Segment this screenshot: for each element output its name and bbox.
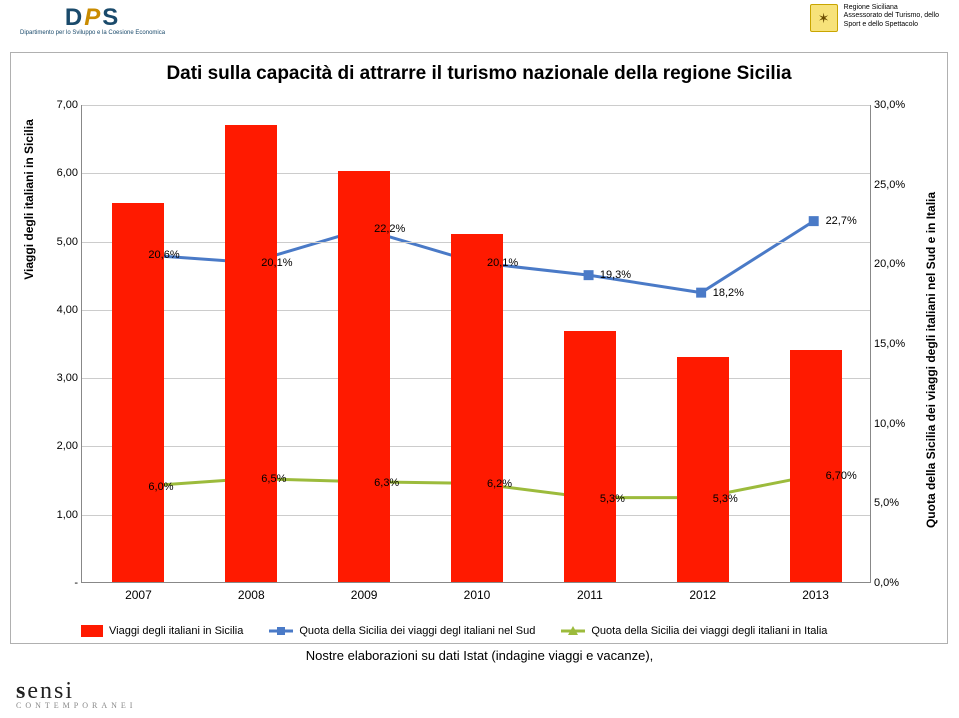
- series-data-label: 6,5%: [261, 473, 286, 485]
- bar: [790, 350, 842, 582]
- y1-axis-title: Viaggi degli italiani in Sicilia: [22, 119, 36, 280]
- y1-tick-label: 4,00: [42, 304, 78, 316]
- y1-tick-label: 1,00: [42, 509, 78, 521]
- y1-tick-label: 5,00: [42, 236, 78, 248]
- x-tick-label: 2007: [125, 588, 152, 602]
- swatch-bar-icon: [81, 625, 103, 637]
- series-data-label: 20,1%: [487, 257, 518, 269]
- bar: [225, 125, 277, 583]
- series-data-label: 6,3%: [374, 477, 399, 489]
- y1-tick-label: 2,00: [42, 440, 78, 452]
- y1-tick-label: 6,00: [42, 167, 78, 179]
- series-data-label: 22,7%: [826, 215, 857, 227]
- legend-green-label: Quota della Sicilia dei viaggi degli ita…: [591, 625, 827, 637]
- y1-tick-label: 3,00: [42, 372, 78, 384]
- series-data-label: 20,6%: [148, 249, 179, 261]
- x-tick-label: 2008: [238, 588, 265, 602]
- legend-item-bars: Viaggi degli italiani in Sicilia: [81, 625, 243, 637]
- bar: [451, 234, 503, 582]
- dps-logo: DPS Dipartimento per lo Sviluppo e la Co…: [20, 4, 165, 36]
- sensi-logo: sensi CONTEMPORANEI: [16, 678, 136, 710]
- dps-logo-main: DPS: [65, 4, 120, 32]
- y2-tick-label: 10,0%: [874, 418, 914, 430]
- sensi-logo-sub: CONTEMPORANEI: [16, 701, 136, 710]
- regione-text: Regione Siciliana Assessorato del Turism…: [844, 4, 939, 29]
- series-data-label: 5,3%: [600, 493, 625, 505]
- x-tick-label: 2013: [802, 588, 829, 602]
- y2-tick-label: 0,0%: [874, 577, 914, 589]
- legend-item-blue: Quota della Sicilia dei viaggi degl ital…: [269, 625, 535, 637]
- series-data-label: 5,3%: [713, 493, 738, 505]
- y2-tick-label: 15,0%: [874, 338, 914, 350]
- chart-container: Dati sulla capacità di attrarre il turis…: [10, 52, 948, 644]
- x-tick-label: 2010: [464, 588, 491, 602]
- y2-tick-label: 30,0%: [874, 99, 914, 111]
- grid-line: [82, 173, 870, 174]
- regione-l1: Regione Siciliana: [844, 4, 939, 12]
- bar: [677, 357, 729, 582]
- grid-line: [82, 105, 870, 106]
- regione-box: ✶ Regione Siciliana Assessorato del Turi…: [810, 4, 939, 32]
- legend: Viaggi degli italiani in Sicilia Quota d…: [81, 625, 827, 637]
- series-data-label: 22,2%: [374, 223, 405, 235]
- x-tick-label: 2012: [689, 588, 716, 602]
- regione-l3: Sport e dello Spettacolo: [844, 21, 939, 29]
- chart-title: Dati sulla capacità di attrarre il turis…: [11, 63, 947, 85]
- y2-tick-label: 20,0%: [874, 258, 914, 270]
- swatch-line-green-icon: [561, 625, 585, 637]
- series-data-label: 20,1%: [261, 257, 292, 269]
- x-tick-label: 2011: [577, 588, 603, 602]
- swatch-line-blue-icon: [269, 625, 293, 637]
- y2-tick-label: 25,0%: [874, 179, 914, 191]
- regione-l2: Assessorato del Turismo, dello: [844, 12, 939, 20]
- caption: Nostre elaborazioni su dati Istat (indag…: [0, 648, 959, 663]
- legend-blue-label: Quota della Sicilia dei viaggi degl ital…: [299, 625, 535, 637]
- regione-icon: ✶: [810, 4, 838, 32]
- plot-area: -1,002,003,004,005,006,007,000,0%5,0%10,…: [81, 105, 871, 583]
- series-data-label: 6,2%: [487, 478, 512, 490]
- series-data-label: 19,3%: [600, 269, 631, 281]
- y2-tick-label: 5,0%: [874, 497, 914, 509]
- series-data-label: 18,2%: [713, 287, 744, 299]
- header: DPS Dipartimento per lo Sviluppo e la Co…: [0, 0, 959, 48]
- y1-tick-label: -: [42, 577, 78, 589]
- bar: [564, 331, 616, 582]
- dps-logo-sub: Dipartimento per lo Sviluppo e la Coesio…: [20, 30, 165, 36]
- series-data-label: 6,0%: [148, 481, 173, 493]
- series-data-label: 6,70%: [826, 470, 857, 482]
- x-tick-label: 2009: [351, 588, 378, 602]
- legend-item-green: Quota della Sicilia dei viaggi degli ita…: [561, 625, 827, 637]
- y2-axis-title: Quota della Sicilia dei viaggi degli ita…: [924, 192, 938, 528]
- legend-bars-label: Viaggi degli italiani in Sicilia: [109, 625, 243, 637]
- y1-tick-label: 7,00: [42, 99, 78, 111]
